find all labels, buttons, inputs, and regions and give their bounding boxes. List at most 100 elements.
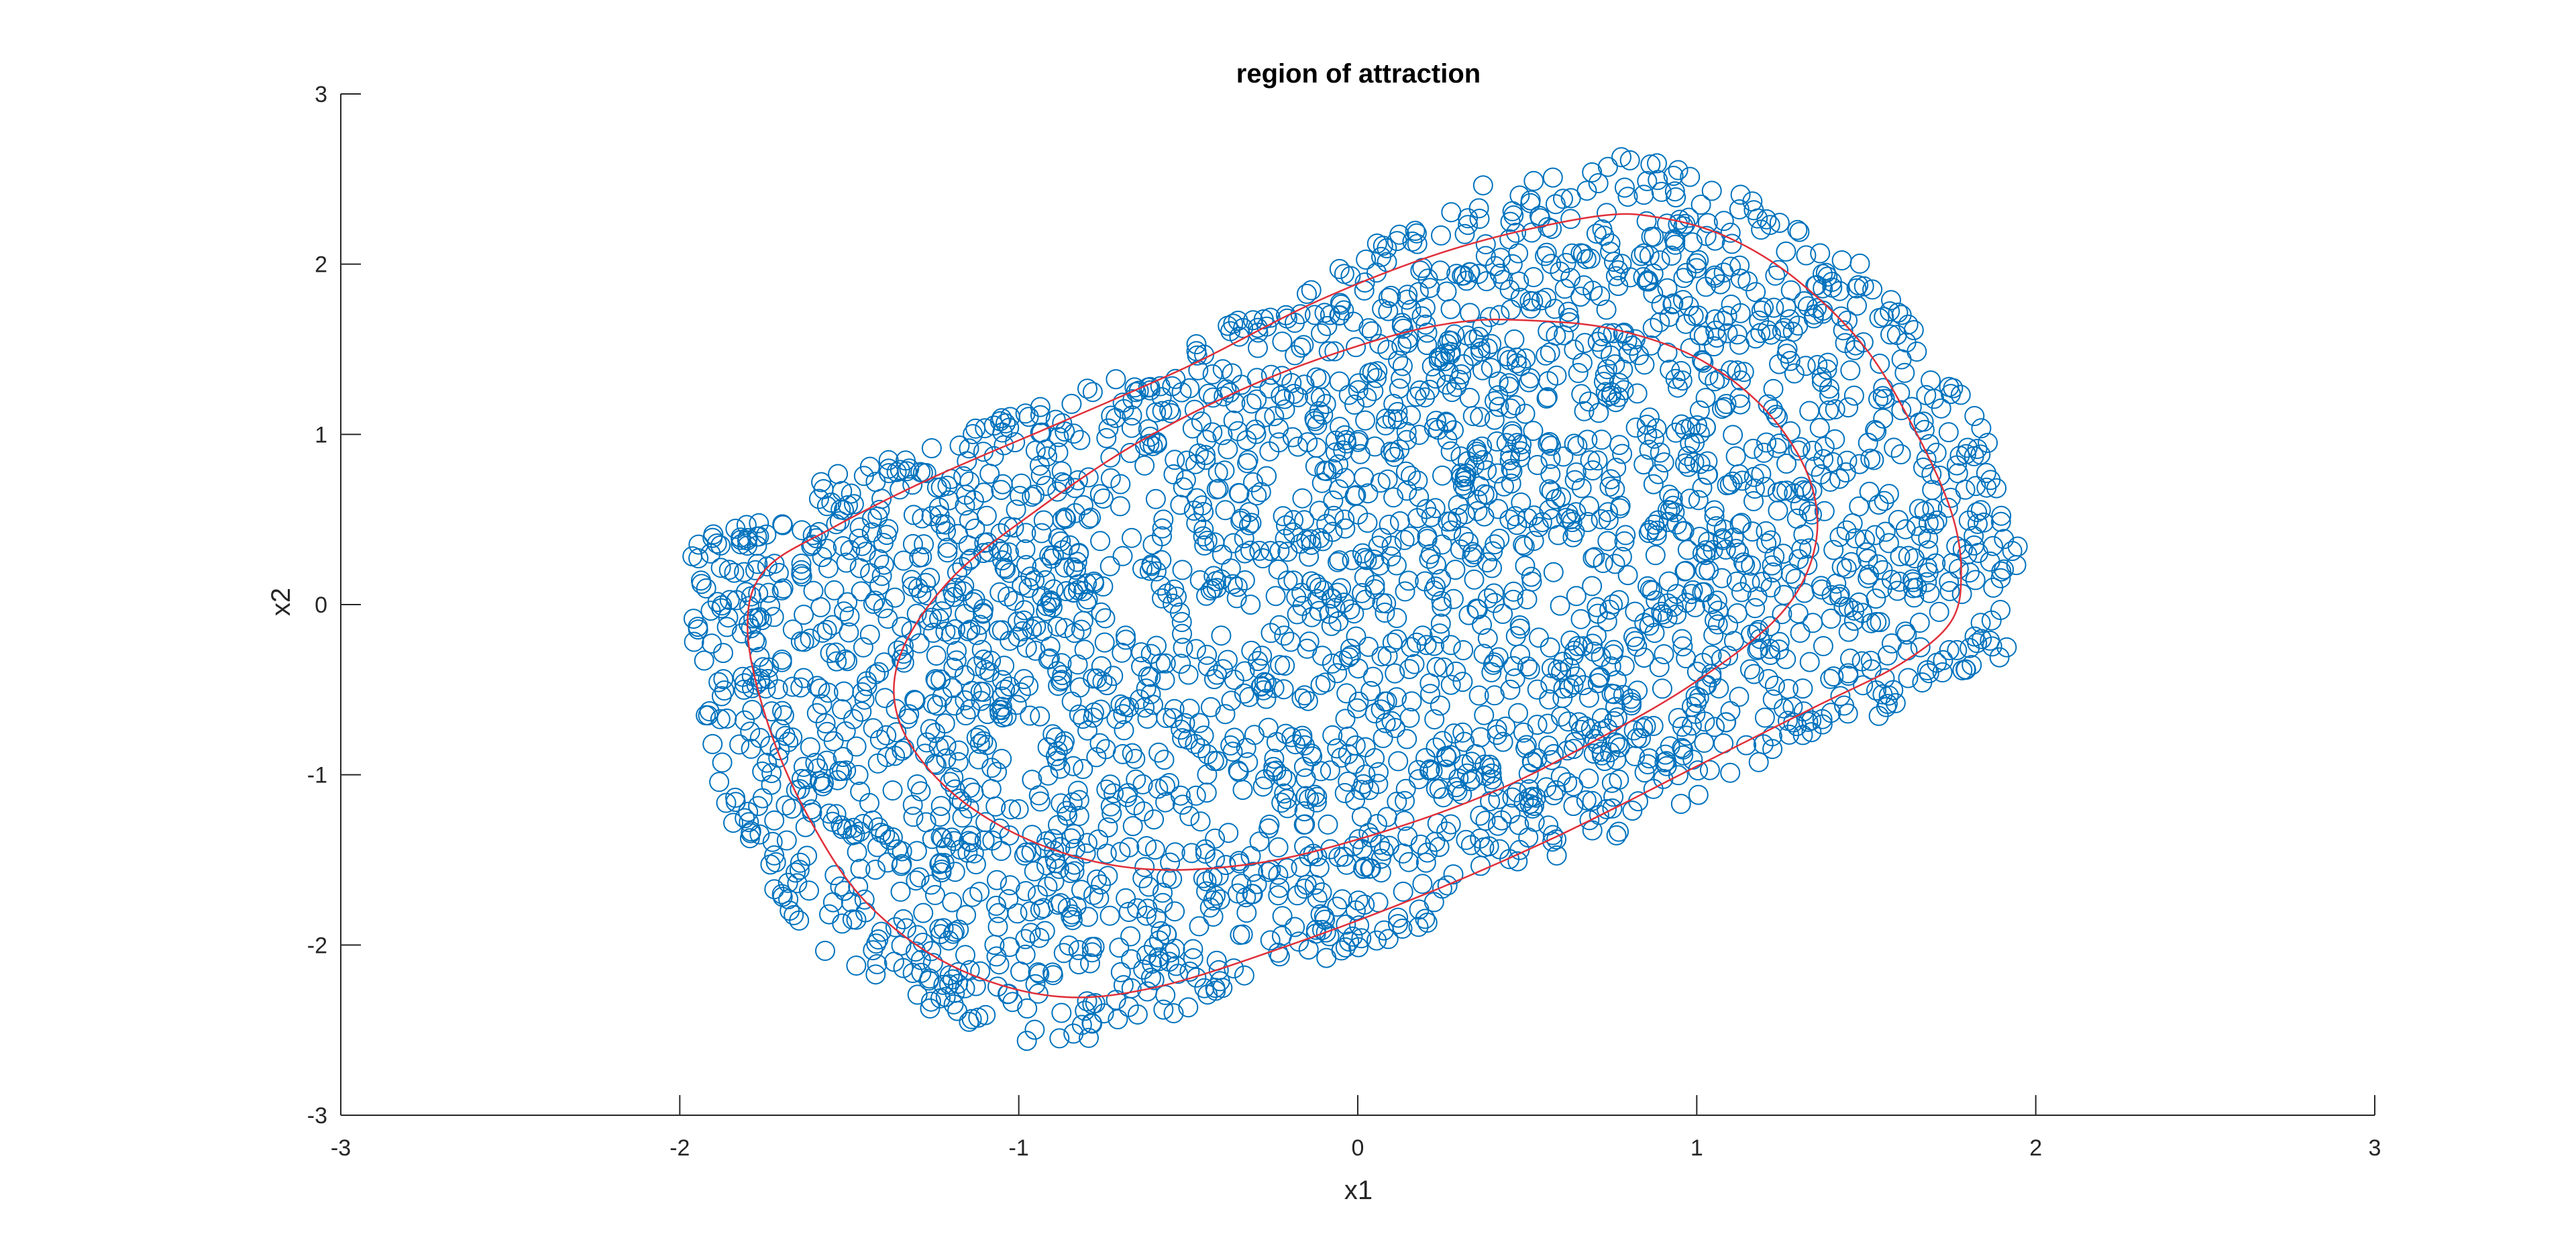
scatter-point [1665, 368, 1686, 389]
scatter-point [757, 669, 778, 689]
scatter-point [987, 762, 1007, 782]
scatter-point [1587, 450, 1608, 471]
scatter-point [1329, 371, 1350, 392]
scatter-point [1233, 317, 1254, 338]
scatter-point [920, 568, 941, 588]
scatter-point [755, 678, 776, 699]
scatter-point [812, 622, 833, 643]
scatter-point [1318, 814, 1338, 835]
scatter-point [1162, 376, 1183, 397]
scatter-point [1564, 433, 1585, 454]
scatter-point [1160, 852, 1181, 873]
scatter-point [1587, 331, 1608, 352]
scatter-point [1327, 738, 1348, 759]
scatter-point [1433, 787, 1454, 808]
scatter-point [1560, 268, 1581, 289]
scatter-point [1482, 558, 1502, 578]
scatter-point [1801, 722, 1822, 743]
scatter-point [1685, 597, 1705, 617]
scatter-point [1542, 167, 1563, 188]
scatter-point [1186, 967, 1207, 988]
scatter-point [846, 909, 867, 930]
scatter-point [1063, 582, 1084, 603]
scatter-point [1686, 692, 1707, 713]
scatter-point [1452, 672, 1473, 692]
scatter-point [1862, 279, 1883, 300]
scatter-point [1461, 752, 1482, 772]
scatter-point [1445, 560, 1466, 580]
chart-title: region of attraction [1236, 59, 1481, 89]
scatter-point [1312, 646, 1332, 666]
scatter-point [1672, 629, 1693, 650]
scatter-point [1639, 615, 1660, 636]
scatter-point [1929, 601, 1949, 622]
x-tick-label: 0 [1352, 1135, 1364, 1161]
scatter-point [1171, 719, 1191, 740]
scatter-point [1022, 825, 1042, 845]
scatter-point [1568, 362, 1589, 383]
scatter-point [1517, 656, 1538, 677]
scatter-point [1073, 759, 1093, 779]
scatter-point [1011, 473, 1032, 494]
scatter-point [892, 854, 912, 874]
scatter-point [1536, 388, 1557, 409]
scatter-point [1566, 586, 1587, 607]
scatter-point [1636, 271, 1657, 292]
scatter-point [961, 680, 982, 701]
scatter-point [740, 721, 761, 742]
scatter-point [1705, 610, 1725, 631]
scatter-point [1344, 486, 1365, 507]
scatter-point [1542, 831, 1563, 852]
scatter-point [1020, 705, 1040, 726]
scatter-point [791, 560, 812, 580]
scatter-point [914, 534, 934, 555]
scatter-point [1666, 187, 1686, 208]
scatter-point [1387, 687, 1407, 708]
scatter-point [1866, 421, 1887, 442]
scatter-point [1651, 295, 1672, 315]
scatter-point [1754, 442, 1774, 463]
scatter-point [1451, 364, 1472, 384]
scatter-point [1747, 639, 1768, 660]
scatter-point [1733, 552, 1754, 573]
scatter-point [1633, 718, 1654, 739]
scatter-point [1614, 656, 1635, 676]
scatter-point [1110, 962, 1131, 982]
scatter-point [1840, 648, 1860, 669]
scatter-point [1309, 501, 1330, 521]
scatter-point [1644, 514, 1665, 535]
scatter-point [1395, 581, 1415, 602]
scatter-point [1305, 784, 1325, 805]
scatter-point [907, 774, 928, 794]
scatter-point [1313, 906, 1334, 927]
scatter-point [1291, 688, 1312, 709]
scatter-point [1880, 324, 1900, 345]
scatter-point [920, 991, 941, 1012]
scatter-point [1853, 332, 1874, 353]
scatter-point [851, 701, 872, 722]
scatter-point [790, 677, 811, 698]
scatter-point [1444, 324, 1465, 345]
scatter-point [1729, 686, 1750, 707]
scatter-point [702, 733, 723, 754]
scatter-point [794, 631, 814, 652]
scatter-point [1873, 378, 1894, 399]
scatter-point [1642, 317, 1663, 338]
scatter-point [1970, 500, 1991, 521]
scatter-point [814, 773, 834, 794]
scatter-point [1021, 842, 1042, 863]
scatter-point [1371, 246, 1391, 267]
scatter-point [944, 695, 965, 716]
scatter-point [1894, 362, 1915, 383]
scatter-point [1480, 791, 1501, 812]
scatter-point [1698, 365, 1719, 386]
scatter-point [1049, 858, 1069, 879]
scatter-point [1688, 784, 1709, 805]
scatter-point [1518, 764, 1539, 784]
scatter-point [1389, 224, 1410, 245]
scatter-point [1195, 839, 1216, 860]
scatter-point [867, 837, 888, 858]
scatter-point [1817, 266, 1838, 287]
scatter-point [1621, 692, 1642, 713]
scatter-point [1389, 378, 1409, 399]
